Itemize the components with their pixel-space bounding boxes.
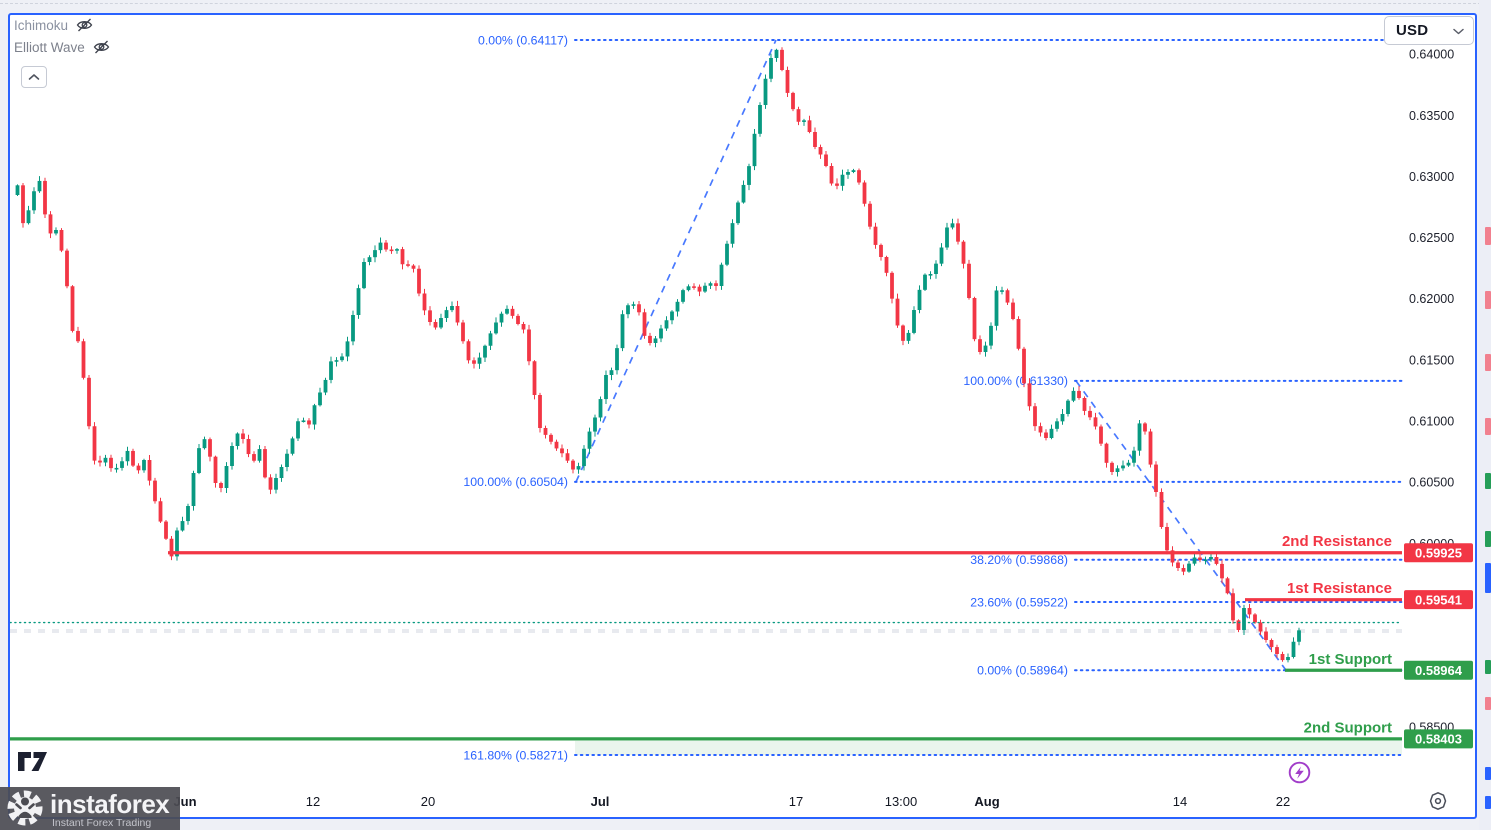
neighbour-chart-fragment <box>1485 767 1491 780</box>
neighbour-chart-fragment <box>1485 291 1491 309</box>
legend-row-ichimoku: Ichimoku <box>14 14 111 36</box>
collapse-legend-button[interactable] <box>21 66 47 88</box>
neighbour-chart-fragment <box>1485 418 1491 435</box>
indicator-legend: Ichimoku Elliott Wave <box>14 14 111 58</box>
eye-off-icon[interactable] <box>76 18 94 32</box>
ichimoku-label: Ichimoku <box>14 17 69 33</box>
neighbour-chart-fragment <box>1485 531 1491 547</box>
neighbour-chart-fragment <box>1485 563 1491 593</box>
price-axis[interactable] <box>1403 13 1476 785</box>
settings-gear-icon[interactable] <box>1428 791 1448 816</box>
chevron-down-icon <box>1453 22 1464 40</box>
neighbour-chart-fragment <box>1485 473 1491 489</box>
neighbour-chart-fragment <box>1485 697 1491 710</box>
instaforex-logo: instaforex Instant Forex Trading <box>0 787 180 830</box>
legend-row-elliott-wave: Elliott Wave <box>14 36 111 58</box>
currency-label: USD <box>1396 22 1429 39</box>
time-axis[interactable] <box>10 786 1402 818</box>
top-dashed-divider <box>0 3 1491 4</box>
tradingview-logo[interactable] <box>17 751 49 777</box>
neighbour-chart-fragment <box>1485 660 1491 674</box>
flash-icon[interactable] <box>1288 761 1311 789</box>
instaforex-tagline: Instant Forex Trading <box>52 817 152 829</box>
currency-dropdown[interactable]: USD <box>1384 16 1474 45</box>
neighbour-chart-fragment <box>1485 227 1491 245</box>
instaforex-name: instaforex <box>50 789 170 819</box>
neighbour-chart-fragment <box>1485 796 1491 809</box>
elliott-wave-label: Elliott Wave <box>14 39 85 55</box>
instaforex-gear-icon <box>7 790 43 826</box>
eye-off-icon[interactable] <box>93 40 111 54</box>
chart-plot-area[interactable] <box>10 13 1402 785</box>
chevron-up-icon <box>28 74 40 80</box>
neighbour-chart-fragment <box>1485 354 1491 371</box>
right-edge-strip <box>1479 0 1491 830</box>
